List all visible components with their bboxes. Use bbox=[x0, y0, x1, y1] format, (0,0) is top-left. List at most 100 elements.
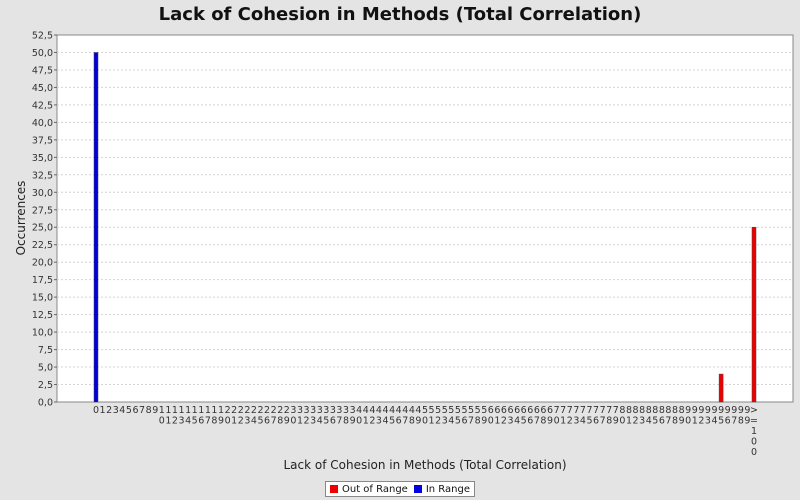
y-tick-label: 45,0 bbox=[32, 83, 53, 94]
y-tick-label: 7,5 bbox=[38, 345, 53, 356]
y-tick-label: 15,0 bbox=[32, 293, 53, 304]
gridlines bbox=[57, 51, 793, 386]
x-axis: 0 1 2 3 4 5 6 7 8 9 1 01 11 21 31 41 51 61 71 81 92 02 12 22 32 4… bbox=[93, 405, 758, 458]
legend-label-in-range: In Range bbox=[425, 483, 470, 495]
y-tick-label: 20,0 bbox=[32, 258, 53, 269]
y-tick-label: 27,5 bbox=[32, 205, 53, 216]
x-tick-label: 5 bbox=[126, 405, 132, 416]
x-tick-label: > = 1 0 0 bbox=[750, 405, 758, 458]
x-tick-label: 3 bbox=[113, 405, 119, 416]
legend-label-out-of-range: Out of Range bbox=[342, 483, 408, 495]
y-tick-label: 5,0 bbox=[38, 363, 53, 374]
y-axis-label: Occurrences bbox=[14, 181, 28, 256]
y-tick-label: 42,5 bbox=[32, 100, 53, 111]
legend: Out of Range In Range bbox=[325, 481, 475, 497]
y-tick-label: 32,5 bbox=[32, 170, 53, 181]
plot-area bbox=[56, 34, 794, 403]
y-tick-label: 47,5 bbox=[32, 65, 53, 76]
y-tick-label: 17,5 bbox=[32, 275, 53, 286]
legend-swatch-in-range bbox=[413, 485, 422, 493]
x-tick-label: 2 bbox=[106, 405, 112, 416]
y-tick-label: 40,0 bbox=[32, 118, 53, 129]
y-tick-label: 25,0 bbox=[32, 223, 53, 234]
x-tick-label: 8 bbox=[146, 405, 152, 416]
x-tick-label: 7 bbox=[139, 405, 145, 416]
y-axis: 0,0 2,5 5,0 7,5 10,0 12,5 15,0 17,5 20,0 22,5 25,0… bbox=[32, 31, 57, 409]
y-tick-label: 0,0 bbox=[38, 398, 53, 409]
x-tick-label: 0 bbox=[93, 405, 99, 416]
y-tick-label: 30,0 bbox=[32, 188, 53, 199]
legend-item-out-of-range: Out of Range bbox=[330, 484, 408, 495]
legend-item-in-range: In Range bbox=[413, 483, 470, 495]
